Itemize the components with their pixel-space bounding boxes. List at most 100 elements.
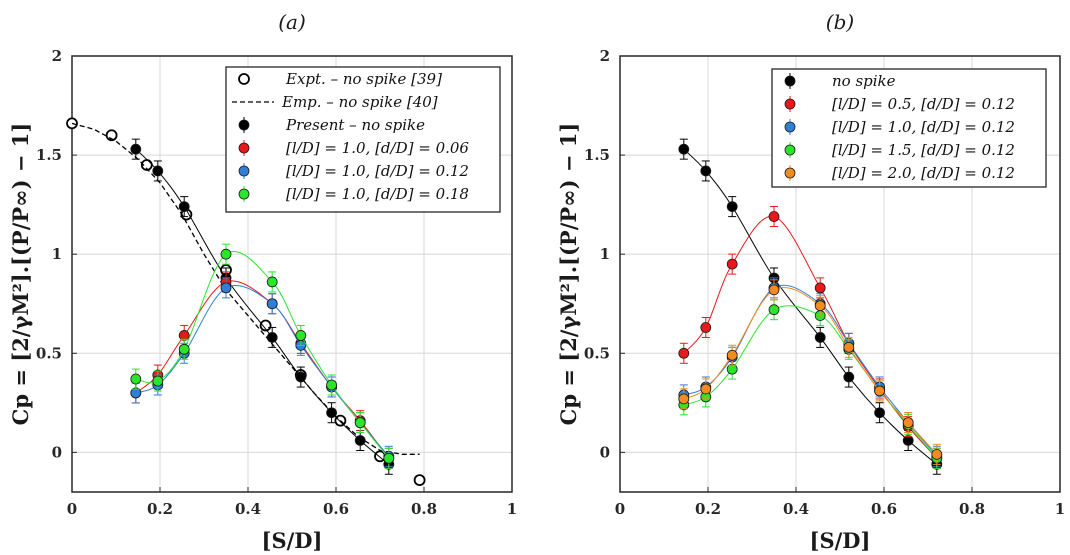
data-point (130, 143, 142, 155)
series-line (135, 251, 390, 459)
data-point (178, 201, 190, 213)
legend-swatch (238, 142, 250, 154)
data-point (326, 379, 338, 391)
legend-label: Expt. – no spike [39] (285, 70, 442, 88)
data-point (814, 300, 826, 312)
data-point (843, 371, 855, 383)
y-axis-label: Cp = [2/γM²].[(P/P∞) − 1] (556, 123, 581, 426)
x-tick-label: 0.2 (695, 500, 721, 518)
data-point (726, 258, 738, 270)
x-tick-label: 0.2 (147, 500, 173, 518)
data-point (768, 211, 780, 222)
series-line (683, 215, 938, 459)
data-point (220, 248, 232, 260)
legend-swatch (238, 119, 250, 131)
data-point (266, 298, 278, 310)
data-point (354, 417, 366, 429)
x-axis-label: [S/D] (810, 528, 871, 553)
y-tick-label: 1.5 (36, 146, 62, 164)
legend-entry: no spike (784, 72, 896, 90)
legend: Expt. – no spike [39] Emp. – no spike [40… (225, 66, 501, 213)
legend-label: no spike (832, 72, 896, 90)
data-point (768, 284, 780, 296)
data-point (700, 322, 712, 333)
chart-panel-b: 0 0.2 0.4 0.6 0.8 1 0 0.5 1 1.5 2 [S/D] Cp = [2/γM²]… (556, 10, 1065, 553)
y-tick-label: 0 (600, 443, 610, 461)
legend-box (771, 68, 1047, 188)
y-axis-label: Cp = [2/γM²].[(P/P∞) − 1] (8, 123, 33, 426)
legend-box (225, 66, 501, 213)
data-point (266, 276, 278, 288)
panel-label: (a) (278, 10, 306, 34)
legend-label: [l/D] = 1.0, [d/D] = 0.12 (286, 162, 469, 180)
legend-swatch (784, 167, 796, 179)
data-point (220, 282, 232, 294)
legend-entry: [l/D] = 1.0, [d/D] = 0.12 (238, 162, 469, 180)
data-point (874, 407, 885, 419)
legend-entry: [l/D] = 1.0, [d/D] = 0.12 (784, 118, 1015, 136)
data-point (130, 373, 142, 385)
data-point (413, 474, 426, 487)
legend-entry: Emp. – no spike [40] (232, 93, 438, 111)
legend-swatch (784, 98, 796, 110)
data-point (178, 343, 190, 355)
data-point (874, 385, 885, 397)
legend-label: [l/D] = 1.5, [d/D] = 0.12 (832, 141, 1015, 159)
x-tick-label: 0 (615, 500, 625, 518)
legend-swatch (238, 165, 250, 177)
x-tick-label: 0.6 (323, 500, 349, 518)
y-tick-label: 1 (52, 245, 62, 263)
legend-entry: [l/D] = 1.5, [d/D] = 0.12 (784, 141, 1015, 159)
panel-label: (b) (826, 10, 854, 34)
legend-label: [l/D] = 2.0, [d/D] = 0.12 (832, 164, 1015, 182)
axes-frame (619, 55, 1061, 493)
data-point (326, 407, 338, 419)
y-tick-label: 2 (600, 47, 610, 65)
y-tick-label: 2 (52, 47, 62, 65)
data-point (152, 165, 164, 177)
data-point (931, 448, 943, 460)
data-point (295, 371, 307, 383)
legend-entry: [l/D] = 1.0, [d/D] = 0.18 (238, 185, 469, 203)
y-tick-label: 0.5 (36, 344, 62, 362)
data-point (383, 452, 395, 464)
y-tick-label: 0.5 (584, 344, 610, 362)
data-point (678, 393, 690, 405)
chart-panel-a: 0 0.2 0.4 0.6 0.8 1 0 0.5 1 1.5 2 [S/D] Cp = [2/γM²]… (8, 10, 517, 553)
x-tick-label: 1 (507, 500, 517, 518)
x-tick-label: 0.8 (411, 500, 437, 518)
y-tick-label: 1.5 (584, 146, 610, 164)
x-tick-label: 0.4 (235, 500, 261, 518)
axes-frame (71, 55, 513, 493)
x-axis-label: [S/D] (262, 528, 323, 553)
data-point (726, 201, 738, 213)
legend-swatch (238, 73, 250, 85)
legend-entry: [l/D] = 1.0, [d/D] = 0.06 (238, 139, 469, 157)
data-point (700, 383, 712, 395)
legend-label: Emp. – no spike [40] (281, 93, 438, 111)
legend-entry: [l/D] = 2.0, [d/D] = 0.12 (784, 164, 1015, 182)
y-tick-label: 0 (52, 443, 62, 461)
data-point (66, 117, 78, 130)
data-point (259, 319, 272, 332)
legend-label: [l/D] = 0.5, [d/D] = 0.12 (832, 95, 1015, 113)
legend-entry: [l/D] = 0.5, [d/D] = 0.12 (784, 95, 1015, 113)
data-point (726, 349, 738, 361)
legend-swatch (784, 121, 796, 133)
data-point (814, 282, 826, 294)
data-point (902, 417, 914, 429)
legend-label: [l/D] = 1.0, [d/D] = 0.06 (286, 139, 469, 157)
legend-entry: Present – no spike (238, 116, 425, 134)
legend-entry: Expt. – no spike [39] (238, 70, 442, 88)
legend-swatch (238, 188, 250, 200)
x-tick-label: 0.8 (959, 500, 985, 518)
x-tick-label: 0.4 (783, 500, 809, 518)
series-5 (130, 243, 395, 469)
data-point (700, 165, 712, 177)
series-4 (678, 279, 943, 465)
legend-swatch (784, 144, 796, 156)
legend-label: [l/D] = 1.0, [d/D] = 0.12 (832, 118, 1015, 136)
series-2 (130, 138, 395, 475)
data-point (768, 304, 780, 316)
